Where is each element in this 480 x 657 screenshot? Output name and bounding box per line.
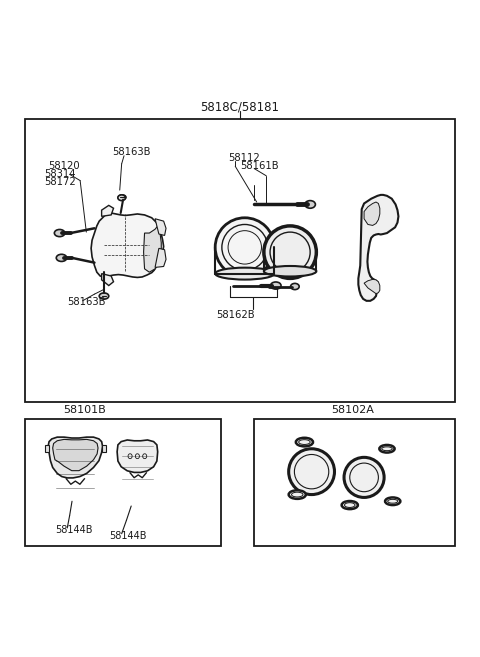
Ellipse shape [290, 283, 299, 290]
Bar [25, 419, 221, 545]
Ellipse shape [264, 266, 316, 277]
Text: 58161B: 58161B [240, 161, 278, 171]
Text: 58144B: 58144B [109, 531, 146, 541]
Text: 58162B: 58162B [216, 310, 254, 320]
Bar [25, 118, 455, 403]
Ellipse shape [296, 438, 313, 446]
Bar [254, 419, 455, 545]
Ellipse shape [54, 229, 65, 237]
Ellipse shape [118, 195, 126, 200]
Ellipse shape [56, 254, 67, 261]
Ellipse shape [271, 282, 281, 289]
Circle shape [215, 217, 275, 277]
Text: 58314: 58314 [44, 170, 76, 179]
Text: 58144B: 58144B [55, 526, 93, 535]
Text: 58112: 58112 [228, 152, 260, 163]
Polygon shape [144, 225, 161, 272]
Circle shape [344, 457, 384, 497]
Polygon shape [53, 440, 98, 470]
Polygon shape [364, 279, 380, 294]
Text: 58120: 58120 [48, 161, 80, 171]
Text: 58102A: 58102A [331, 405, 373, 415]
Polygon shape [155, 248, 166, 267]
Ellipse shape [342, 501, 358, 509]
Polygon shape [102, 445, 106, 451]
Text: 58163B: 58163B [112, 147, 151, 157]
Ellipse shape [215, 267, 275, 280]
Text: 58101B: 58101B [63, 405, 106, 415]
Ellipse shape [305, 200, 315, 208]
Circle shape [264, 226, 316, 279]
Ellipse shape [118, 195, 125, 200]
Ellipse shape [288, 490, 306, 499]
Polygon shape [45, 445, 49, 451]
Text: 58163B: 58163B [67, 297, 106, 307]
Polygon shape [155, 219, 166, 235]
Polygon shape [359, 195, 398, 301]
Ellipse shape [379, 445, 395, 453]
Text: 58172: 58172 [44, 177, 76, 187]
Ellipse shape [99, 293, 109, 299]
Polygon shape [48, 437, 103, 478]
Polygon shape [364, 202, 380, 225]
Polygon shape [117, 440, 157, 472]
Polygon shape [91, 213, 164, 277]
Text: 5818C/58181: 5818C/58181 [201, 100, 279, 113]
Polygon shape [102, 273, 114, 286]
Polygon shape [102, 206, 114, 216]
Circle shape [288, 449, 335, 495]
Ellipse shape [385, 497, 400, 505]
